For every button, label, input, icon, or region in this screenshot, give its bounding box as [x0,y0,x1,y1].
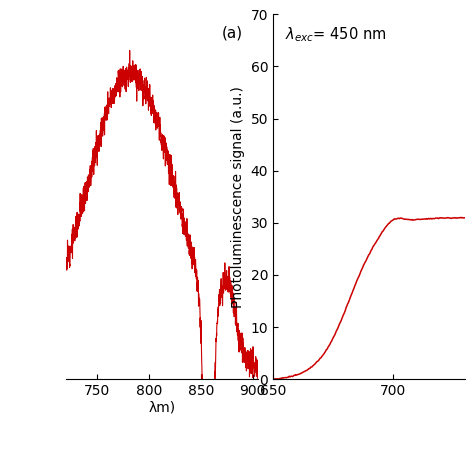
Text: (a): (a) [221,25,243,40]
X-axis label: λm): λm) [148,401,176,415]
Y-axis label: Photoluminescence signal (a.u.): Photoluminescence signal (a.u.) [231,86,245,308]
Text: $\lambda_{exc}$= 450 nm: $\lambda_{exc}$= 450 nm [284,25,386,44]
